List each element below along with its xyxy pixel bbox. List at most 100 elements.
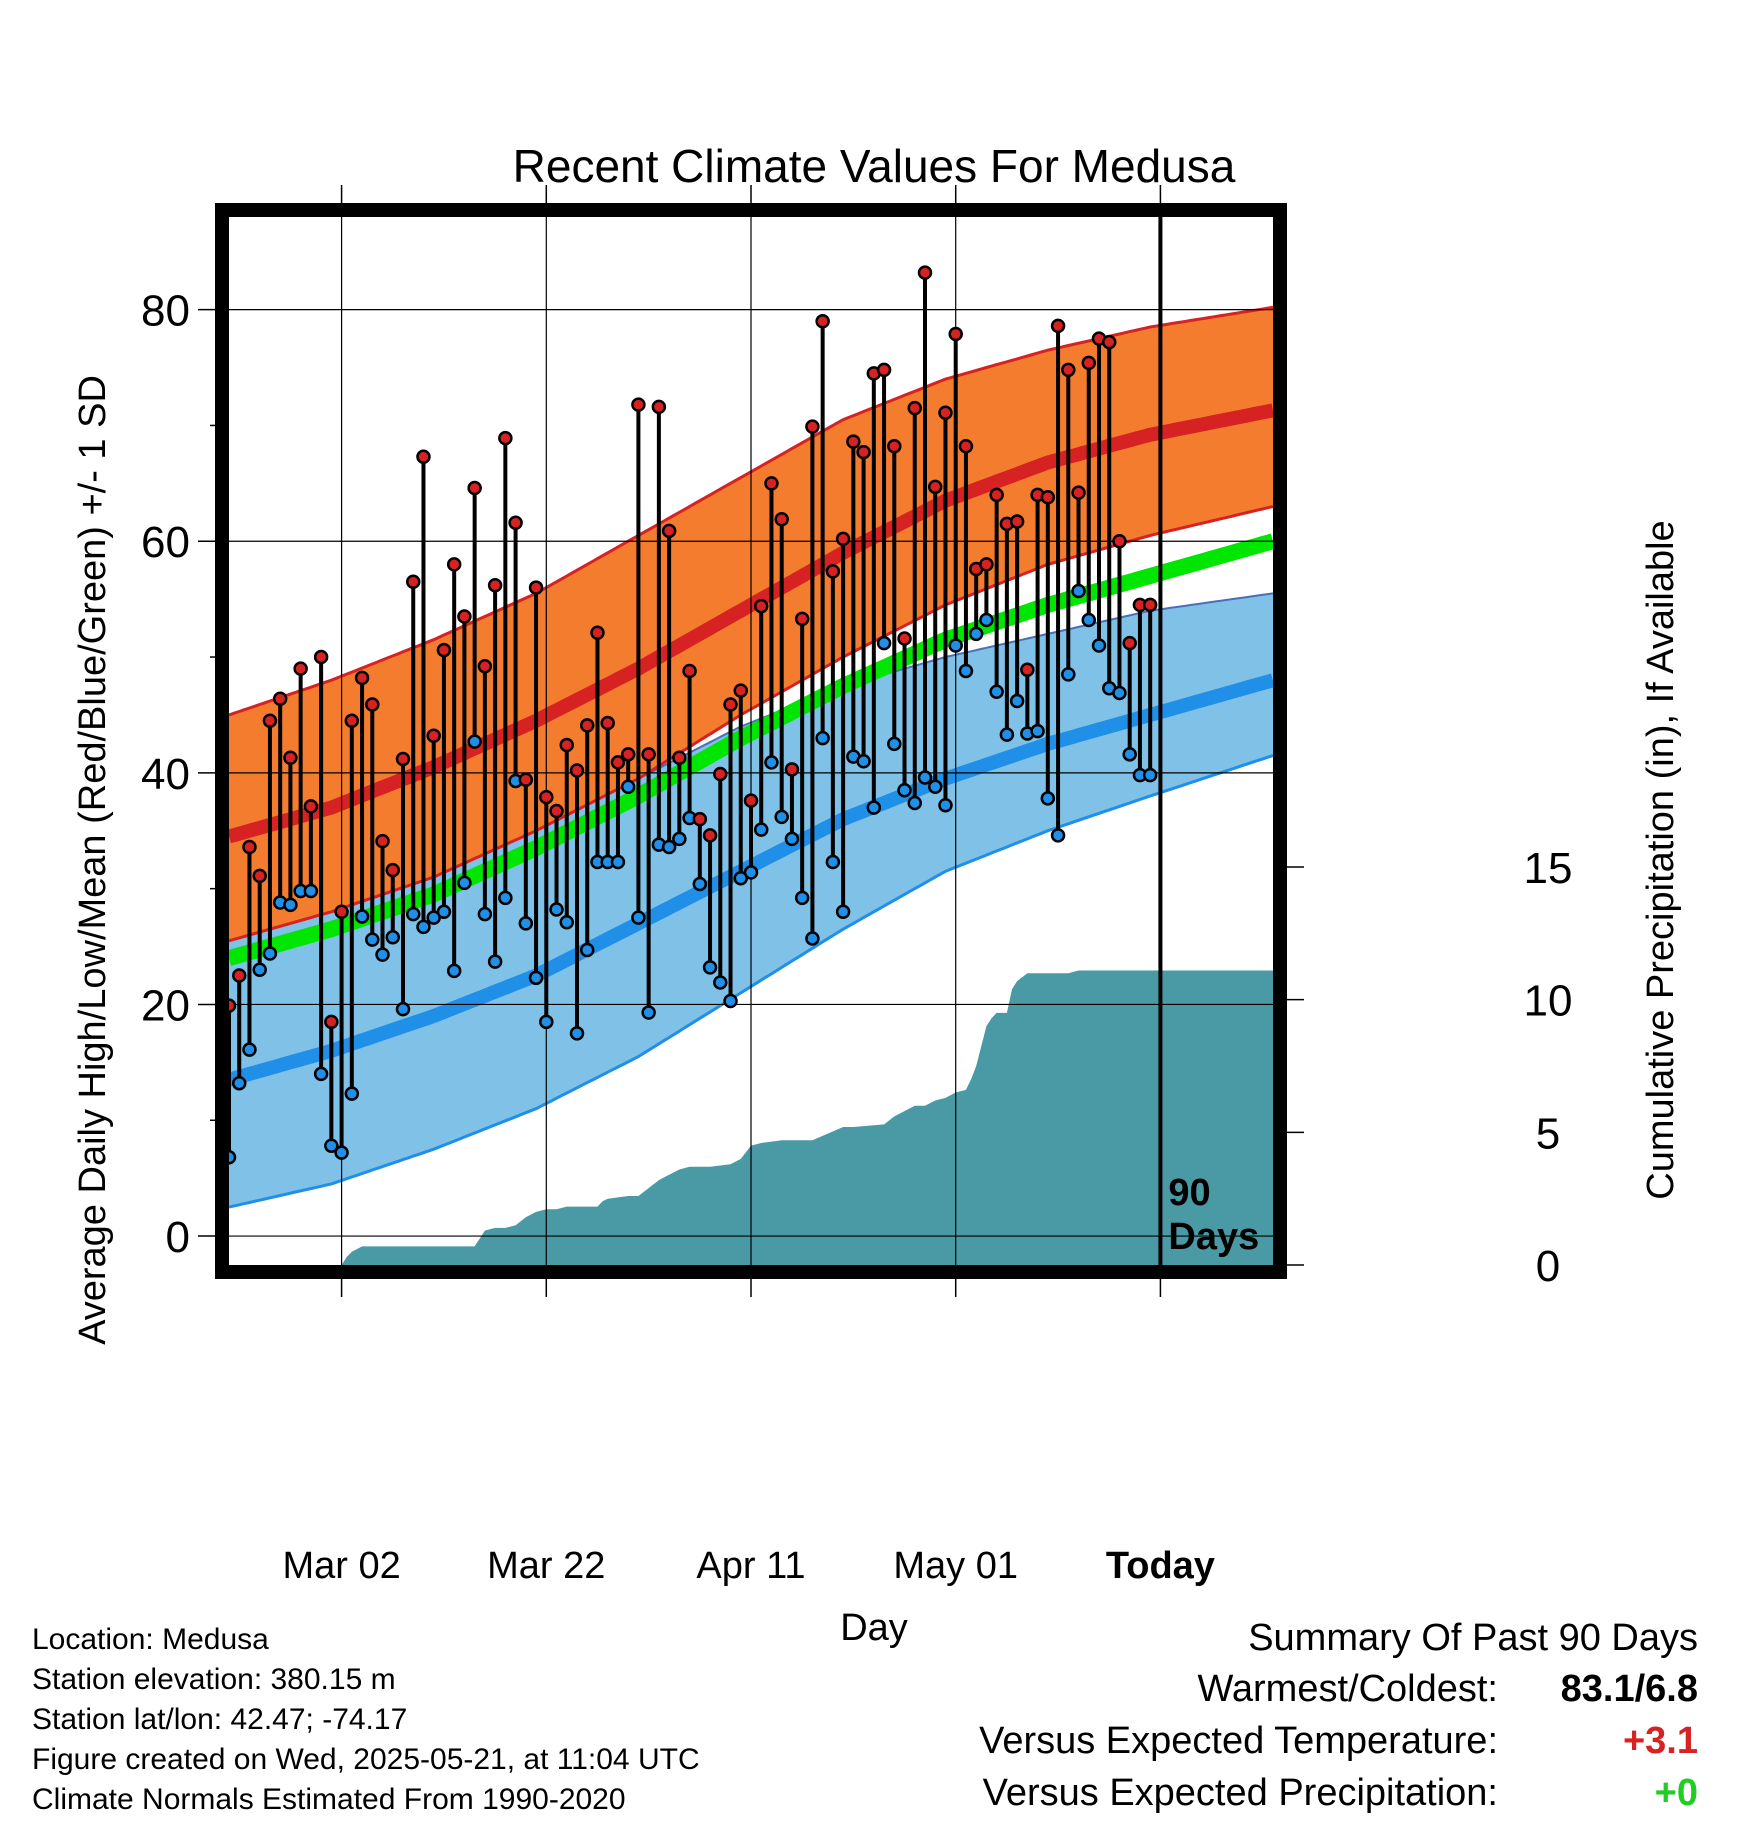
high-point	[907, 400, 923, 416]
high-point	[426, 728, 441, 744]
low-point	[559, 914, 575, 930]
temp-anomaly-label: Versus Expected Temperature:	[979, 1720, 1498, 1762]
high-point	[1071, 485, 1086, 500]
high-point	[876, 362, 892, 378]
low-point	[498, 890, 513, 906]
low-point	[549, 902, 564, 917]
high-point	[774, 511, 789, 527]
high-point	[917, 265, 933, 280]
high-point	[764, 476, 779, 491]
warmest-coldest-value: 83.1/6.8	[1560, 1668, 1698, 1710]
precip-anomaly-label: Versus Expected Precipitation:	[982, 1772, 1498, 1814]
x-tick-label: Mar 22	[487, 1545, 605, 1587]
low-point	[723, 993, 738, 1009]
low-point	[518, 916, 534, 931]
low-point	[1081, 612, 1097, 628]
normals-text: Climate Normals Estimated From 1990-2020	[32, 1783, 626, 1816]
high-point	[692, 811, 708, 827]
low-point	[375, 947, 390, 962]
chart-title: Recent Climate Values For Medusa	[513, 140, 1236, 192]
low-point	[1061, 667, 1076, 682]
low-point	[467, 734, 482, 749]
low-point	[835, 904, 851, 920]
high-point	[958, 439, 974, 454]
high-point	[672, 750, 687, 766]
low-point	[887, 736, 902, 752]
low-point	[457, 875, 472, 891]
low-point	[876, 635, 892, 651]
low-point	[958, 663, 974, 679]
precipitation-area	[229, 970, 1273, 1265]
high-point	[229, 998, 237, 1013]
high-point	[293, 661, 308, 676]
high-point	[283, 750, 298, 766]
precip-anomaly-value: +0	[1654, 1772, 1698, 1814]
high-point	[927, 479, 943, 495]
high-point	[989, 487, 1004, 503]
high-point	[856, 444, 871, 460]
high-point	[938, 405, 953, 420]
high-point	[477, 659, 493, 674]
x-tick-label: Today	[1106, 1545, 1215, 1587]
high-point	[303, 799, 319, 814]
low-point	[805, 931, 820, 946]
high-point	[405, 574, 421, 590]
low-point	[753, 822, 769, 837]
high-point	[436, 642, 452, 658]
low-point	[313, 1066, 329, 1082]
high-point	[385, 862, 401, 878]
high-point	[1050, 318, 1066, 334]
low-point	[784, 831, 800, 847]
low-point	[365, 932, 380, 947]
high-point	[365, 697, 380, 712]
location-text: Location: Medusa	[32, 1623, 269, 1656]
low-point	[252, 962, 267, 977]
high-point	[539, 789, 554, 805]
low-point	[907, 795, 923, 811]
low-point	[927, 779, 943, 794]
high-point	[528, 580, 544, 595]
high-point	[713, 766, 728, 782]
warmest-coldest-row: Warmest/Coldest: 83.1/6.8	[979, 1663, 1698, 1715]
low-point	[1112, 685, 1127, 701]
low-point	[620, 779, 636, 794]
high-point	[600, 715, 615, 731]
high-point	[743, 793, 759, 808]
low-point	[569, 1026, 585, 1041]
low-point	[968, 626, 984, 642]
low-point	[917, 770, 933, 785]
low-point	[1071, 583, 1086, 599]
low-point	[897, 782, 912, 798]
low-point	[672, 831, 687, 847]
high-point	[753, 598, 769, 614]
low-point	[303, 883, 319, 899]
high-point	[1061, 362, 1076, 378]
high-point	[1081, 355, 1097, 371]
high-point	[508, 515, 523, 530]
high-point	[641, 747, 656, 762]
y2-tick-label: 5	[1536, 1109, 1560, 1158]
x-tick-label: May 01	[893, 1545, 1018, 1587]
high-point	[313, 649, 329, 665]
low-point	[764, 755, 779, 770]
y2-tick-label: 10	[1524, 977, 1573, 1026]
high-point	[498, 430, 513, 446]
low-point	[283, 897, 298, 913]
low-point	[631, 910, 646, 925]
high-point	[682, 663, 697, 679]
low-point	[1122, 747, 1137, 762]
today-days-label: 90	[1168, 1172, 1210, 1214]
high-point	[487, 577, 503, 593]
low-point	[487, 954, 503, 969]
low-point	[539, 1014, 554, 1030]
low-point	[743, 865, 759, 880]
low-point	[354, 909, 370, 924]
high-point	[590, 625, 605, 640]
high-point	[1009, 514, 1025, 529]
high-point	[416, 449, 431, 464]
high-point	[723, 697, 738, 712]
station-info: Location: Medusa Station elevation: 380.…	[32, 1620, 700, 1820]
low-point	[242, 1042, 257, 1057]
